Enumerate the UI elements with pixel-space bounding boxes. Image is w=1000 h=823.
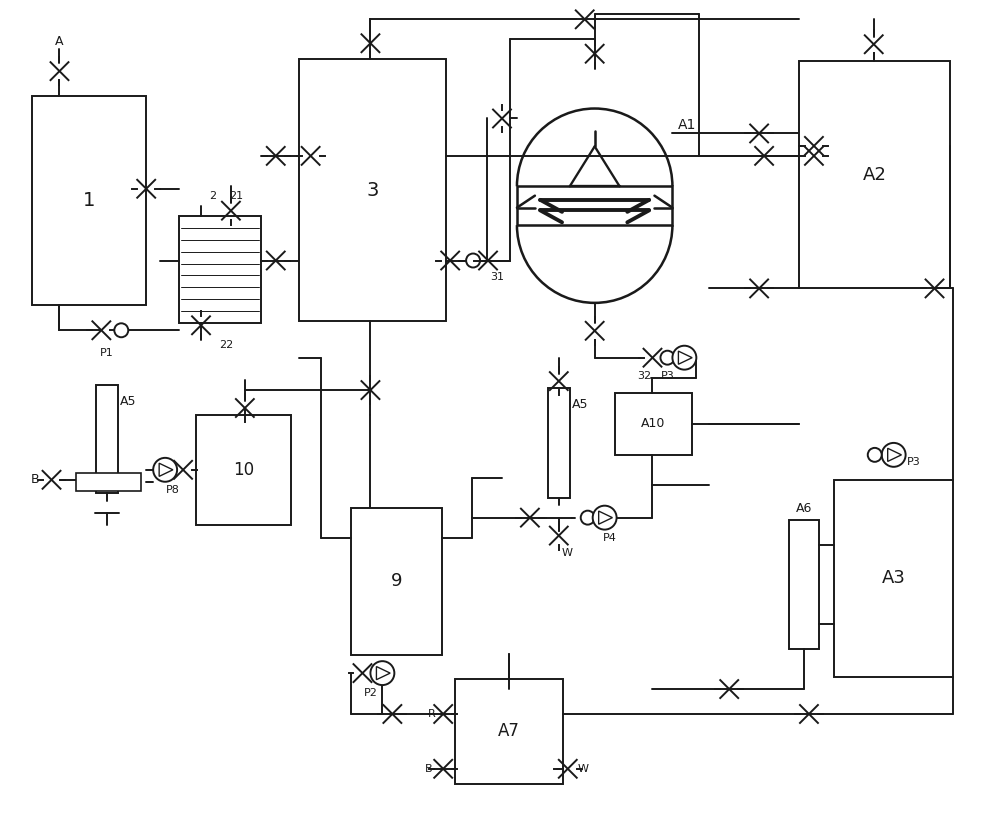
Bar <box>517 186 672 226</box>
Bar <box>96 385 118 493</box>
Text: P3: P3 <box>907 457 920 467</box>
Bar <box>615 393 692 455</box>
Text: 3: 3 <box>366 181 379 200</box>
Polygon shape <box>888 449 901 462</box>
Circle shape <box>868 448 882 462</box>
Bar <box>455 679 563 783</box>
Text: W: W <box>578 764 589 774</box>
Text: A3: A3 <box>882 570 906 588</box>
Text: 1: 1 <box>83 191 95 210</box>
Bar <box>799 61 950 288</box>
Text: P1: P1 <box>99 348 113 358</box>
Circle shape <box>672 346 696 370</box>
Text: B: B <box>425 764 432 774</box>
Text: A6: A6 <box>796 502 812 514</box>
Text: 31: 31 <box>490 272 504 282</box>
Bar <box>179 216 261 323</box>
Text: A: A <box>55 35 64 48</box>
Bar <box>548 388 570 498</box>
Bar <box>32 96 146 305</box>
Circle shape <box>593 505 617 529</box>
Text: W: W <box>562 547 573 557</box>
Bar <box>351 508 442 655</box>
Text: 32: 32 <box>637 370 652 381</box>
Text: A10: A10 <box>641 417 666 430</box>
Polygon shape <box>159 463 173 477</box>
Text: A5: A5 <box>120 395 137 408</box>
Text: P4: P4 <box>603 532 617 542</box>
Text: 21: 21 <box>229 191 243 201</box>
Circle shape <box>581 510 595 524</box>
Polygon shape <box>678 351 692 365</box>
Circle shape <box>882 443 906 467</box>
Polygon shape <box>376 667 390 680</box>
Circle shape <box>466 253 480 267</box>
Bar <box>299 59 446 321</box>
Text: R: R <box>427 709 435 719</box>
Bar <box>834 480 953 677</box>
Bar <box>196 415 291 524</box>
Circle shape <box>153 458 177 481</box>
Circle shape <box>660 351 674 365</box>
Text: 22: 22 <box>219 340 233 351</box>
Polygon shape <box>599 511 612 524</box>
Bar <box>789 519 819 649</box>
Text: 10: 10 <box>233 461 254 479</box>
Text: B: B <box>31 473 40 486</box>
Circle shape <box>370 661 394 685</box>
Text: 2: 2 <box>209 191 216 201</box>
Text: P2: P2 <box>364 688 377 698</box>
Text: A7: A7 <box>498 723 520 741</box>
Text: A5: A5 <box>572 398 588 411</box>
Text: A1: A1 <box>677 119 696 133</box>
Text: 9: 9 <box>391 573 402 590</box>
Text: A2: A2 <box>863 165 887 184</box>
Text: P3: P3 <box>661 370 674 381</box>
Bar <box>76 472 141 491</box>
Text: P8: P8 <box>166 485 180 495</box>
Circle shape <box>114 323 128 337</box>
